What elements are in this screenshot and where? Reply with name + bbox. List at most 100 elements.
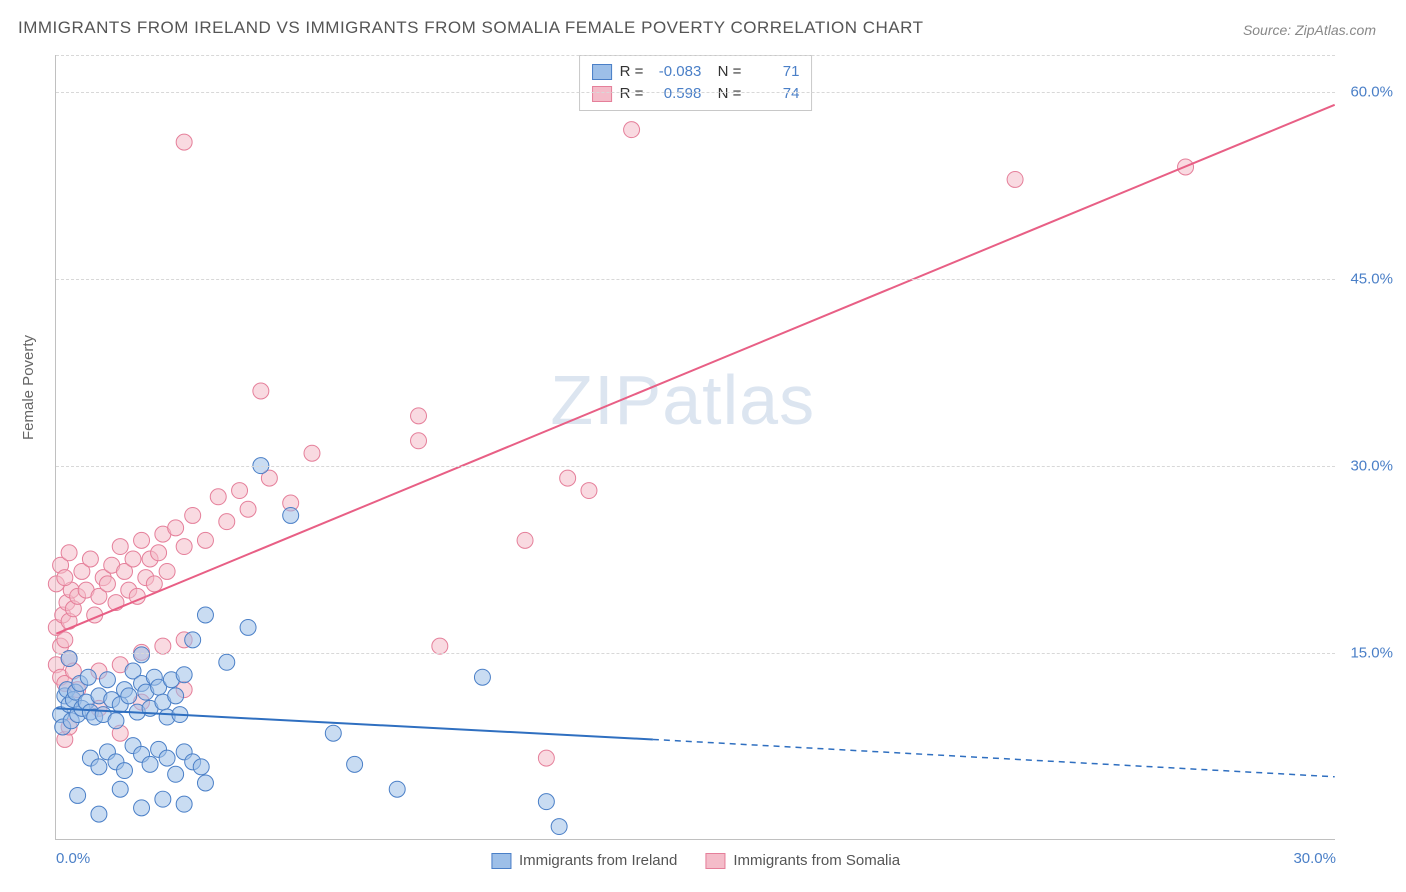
swatch-ireland-bottom (491, 853, 511, 869)
legend-label-1: Immigrants from Somalia (733, 852, 900, 869)
regression-line (56, 105, 1334, 634)
n-label: N = (709, 61, 741, 83)
scatter-point (325, 725, 341, 741)
scatter-point (197, 775, 213, 791)
scatter-point (411, 408, 427, 424)
scatter-point (219, 654, 235, 670)
r-label: R = (620, 61, 644, 83)
scatter-point (347, 756, 363, 772)
y-tick-label: 60.0% (1350, 84, 1393, 101)
scatter-point (432, 638, 448, 654)
scatter-point (168, 520, 184, 536)
scatter-point (197, 532, 213, 548)
scatter-point (134, 647, 150, 663)
scatter-point (70, 787, 86, 803)
legend-item-ireland: Immigrants from Ireland (491, 852, 677, 869)
scatter-point (134, 800, 150, 816)
scatter-point (219, 514, 235, 530)
scatter-point (91, 759, 107, 775)
scatter-point (581, 483, 597, 499)
scatter-point (517, 532, 533, 548)
scatter-point (193, 759, 209, 775)
series-legend: Immigrants from Ireland Immigrants from … (491, 852, 900, 869)
scatter-point (197, 607, 213, 623)
scatter-point (80, 669, 96, 685)
scatter-point (108, 713, 124, 729)
scatter-point (61, 545, 77, 561)
n-label: N = (709, 83, 741, 105)
swatch-somalia (592, 86, 612, 102)
regression-line-extrapolated (653, 739, 1335, 776)
x-tick-label: 30.0% (1293, 850, 1336, 867)
scatter-point (57, 632, 73, 648)
scatter-point (210, 489, 226, 505)
scatter-point (121, 688, 137, 704)
scatter-point (159, 563, 175, 579)
stats-legend: R = -0.083 N = 71 R = 0.598 N = 74 (579, 55, 813, 111)
gridline (56, 92, 1335, 93)
scatter-point (146, 576, 162, 592)
scatter-point (134, 532, 150, 548)
n-value-0: 71 (749, 61, 799, 83)
scatter-point (560, 470, 576, 486)
y-tick-label: 15.0% (1350, 645, 1393, 662)
scatter-point (1007, 171, 1023, 187)
scatter-point (99, 672, 115, 688)
scatter-point (155, 638, 171, 654)
legend-item-somalia: Immigrants from Somalia (705, 852, 900, 869)
source-attribution: Source: ZipAtlas.com (1243, 22, 1376, 38)
scatter-point (240, 619, 256, 635)
swatch-somalia-bottom (705, 853, 725, 869)
stats-legend-row-0: R = -0.083 N = 71 (592, 61, 800, 83)
scatter-point (155, 791, 171, 807)
scatter-point (117, 763, 133, 779)
scatter-point (176, 796, 192, 812)
scatter-point (551, 819, 567, 835)
chart-plot-area: ZIPatlas R = -0.083 N = 71 R = 0.598 N =… (55, 55, 1335, 840)
gridline (56, 55, 1335, 56)
x-tick-label: 0.0% (56, 850, 90, 867)
scatter-point (176, 134, 192, 150)
r-value-0: -0.083 (651, 61, 701, 83)
scatter-point (112, 781, 128, 797)
scatter-point (232, 483, 248, 499)
r-value-1: 0.598 (651, 83, 701, 105)
scatter-point (82, 551, 98, 567)
scatter-point (176, 667, 192, 683)
swatch-ireland (592, 64, 612, 80)
scatter-point (151, 545, 167, 561)
scatter-point (538, 794, 554, 810)
scatter-point (185, 632, 201, 648)
chart-title: IMMIGRANTS FROM IRELAND VS IMMIGRANTS FR… (18, 18, 923, 38)
scatter-point (112, 539, 128, 555)
scatter-point (624, 122, 640, 138)
scatter-point (176, 539, 192, 555)
gridline (56, 279, 1335, 280)
y-tick-label: 45.0% (1350, 271, 1393, 288)
gridline (56, 466, 1335, 467)
scatter-point (411, 433, 427, 449)
n-value-1: 74 (749, 83, 799, 105)
scatter-point (253, 383, 269, 399)
scatter-point (159, 750, 175, 766)
scatter-point (240, 501, 256, 517)
scatter-point (125, 551, 141, 567)
scatter-point (168, 766, 184, 782)
scatter-point (474, 669, 490, 685)
legend-label-0: Immigrants from Ireland (519, 852, 677, 869)
scatter-point (168, 688, 184, 704)
y-tick-label: 30.0% (1350, 458, 1393, 475)
scatter-point (304, 445, 320, 461)
scatter-point (91, 806, 107, 822)
scatter-point (57, 570, 73, 586)
scatter-point (185, 507, 201, 523)
y-axis-label: Female Poverty (20, 335, 37, 440)
regression-line (56, 708, 653, 739)
scatter-point (283, 507, 299, 523)
scatter-point (538, 750, 554, 766)
r-label: R = (620, 83, 644, 105)
gridline (56, 653, 1335, 654)
scatter-point (99, 576, 115, 592)
scatter-svg (56, 55, 1335, 839)
scatter-point (142, 756, 158, 772)
